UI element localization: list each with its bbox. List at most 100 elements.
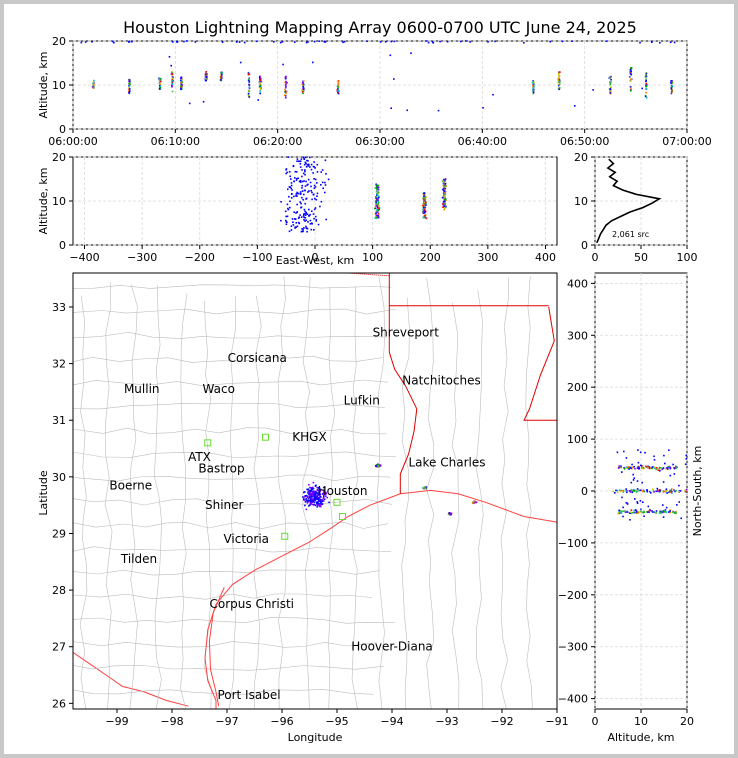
east-west-point bbox=[442, 206, 444, 208]
altitude-time-point bbox=[220, 75, 222, 78]
east-west-point bbox=[304, 169, 306, 171]
east-west-point bbox=[299, 214, 301, 216]
longitude-tick-label: −92 bbox=[490, 715, 513, 728]
altitude-time-point bbox=[609, 90, 611, 93]
altitude-time-point bbox=[206, 73, 208, 75]
east-west-point bbox=[303, 219, 305, 221]
altitude-time-point bbox=[384, 41, 387, 43]
east-west-point bbox=[443, 181, 445, 184]
altitude-time-point bbox=[172, 76, 174, 78]
east-west-point bbox=[377, 196, 379, 199]
altitude-time-point bbox=[285, 92, 287, 95]
altitude-time-point bbox=[205, 72, 207, 74]
map-lightning-point bbox=[313, 492, 316, 494]
north-south-point bbox=[622, 506, 624, 509]
altitude-time-point bbox=[641, 87, 643, 90]
east-west-point bbox=[375, 196, 377, 198]
altitude-time-point bbox=[259, 92, 261, 95]
east-west-point bbox=[443, 203, 445, 205]
altitude-time-point bbox=[639, 41, 641, 44]
altitude-time-point bbox=[158, 77, 161, 80]
east-west-point bbox=[292, 224, 295, 226]
east-west-point bbox=[313, 229, 315, 231]
north-south-point bbox=[633, 489, 636, 491]
north-south-point bbox=[635, 489, 637, 492]
map-lightning-point bbox=[309, 489, 311, 492]
east-west-point bbox=[375, 185, 378, 187]
north-south-point bbox=[625, 457, 628, 459]
east-west-point bbox=[293, 180, 295, 183]
east-west-point bbox=[442, 178, 445, 181]
east-west-point bbox=[377, 213, 380, 215]
map-lightning-point bbox=[312, 490, 314, 492]
north-south-point bbox=[648, 466, 651, 468]
map-lightning-point bbox=[321, 493, 324, 495]
altitude-time-point bbox=[324, 41, 327, 43]
altitude-time-point bbox=[284, 88, 286, 91]
altitude-time-point bbox=[393, 40, 396, 43]
east-west-point bbox=[314, 186, 317, 188]
north-south-point bbox=[674, 490, 676, 493]
east-west-point bbox=[422, 210, 425, 213]
county-line bbox=[351, 285, 359, 709]
north-south-point bbox=[669, 467, 672, 469]
altitude-time-point bbox=[533, 85, 535, 88]
altitude-time-point bbox=[220, 73, 223, 76]
east-west-point bbox=[285, 215, 287, 218]
east-west-point bbox=[377, 211, 379, 214]
east-west-point bbox=[304, 217, 307, 219]
east-west-point bbox=[377, 189, 380, 191]
altitude-time-point bbox=[669, 41, 672, 44]
altitude-time-point bbox=[248, 80, 251, 83]
altitude-time-point bbox=[194, 41, 197, 43]
east-west-point bbox=[313, 217, 315, 220]
east-west-point bbox=[303, 216, 305, 219]
map-lightning-point bbox=[322, 493, 325, 496]
map-lightning-point bbox=[309, 504, 311, 506]
altitude-time-point bbox=[432, 42, 435, 44]
north-south-point bbox=[621, 510, 624, 513]
east-west-point bbox=[301, 175, 303, 178]
north-south-point bbox=[635, 491, 638, 494]
east-west-tick-label: 400 bbox=[535, 251, 556, 264]
altitude-time-point bbox=[630, 70, 632, 73]
map-lightning-point bbox=[315, 498, 317, 500]
map-lightning-point bbox=[316, 494, 318, 497]
east-west-point bbox=[310, 168, 313, 171]
county-line bbox=[73, 308, 396, 315]
map-lightning-point bbox=[310, 487, 313, 489]
north-south-point bbox=[620, 512, 623, 514]
altitude-time-point bbox=[91, 41, 93, 43]
north-south-point bbox=[647, 505, 650, 508]
north-south-point bbox=[634, 509, 637, 511]
north-south-point bbox=[649, 509, 651, 512]
east-west-point bbox=[300, 192, 302, 195]
north-south-point bbox=[636, 502, 639, 504]
altitude-time-point bbox=[532, 92, 535, 95]
north-south-point bbox=[623, 468, 626, 470]
altitude-time-point bbox=[645, 82, 647, 85]
north-south-point bbox=[638, 511, 640, 513]
east-west-point bbox=[311, 223, 313, 225]
east-west-point bbox=[309, 213, 311, 216]
east-west-point bbox=[423, 212, 426, 214]
altitude-time-point bbox=[592, 89, 594, 91]
east-west-point bbox=[443, 190, 445, 192]
north-south-point bbox=[622, 515, 624, 518]
east-west-point bbox=[376, 209, 378, 212]
map-lightning-point bbox=[306, 499, 308, 502]
east-west-point bbox=[375, 183, 377, 186]
altitude-xlabel: Altitude, km bbox=[607, 731, 674, 744]
north-south-point bbox=[643, 467, 645, 470]
altitude-time-point bbox=[644, 95, 647, 98]
altitude-time-point bbox=[337, 86, 339, 88]
altitude-time-point bbox=[532, 84, 534, 87]
map-lightning-point bbox=[323, 486, 325, 489]
altitude-time-point bbox=[293, 41, 296, 43]
east-west-point bbox=[305, 162, 307, 165]
altitude-time-point bbox=[337, 92, 340, 95]
altitude-time-point bbox=[425, 40, 427, 42]
altitude-time-point bbox=[307, 41, 309, 43]
east-west-point bbox=[287, 156, 290, 158]
altitude-time-point bbox=[248, 78, 250, 80]
